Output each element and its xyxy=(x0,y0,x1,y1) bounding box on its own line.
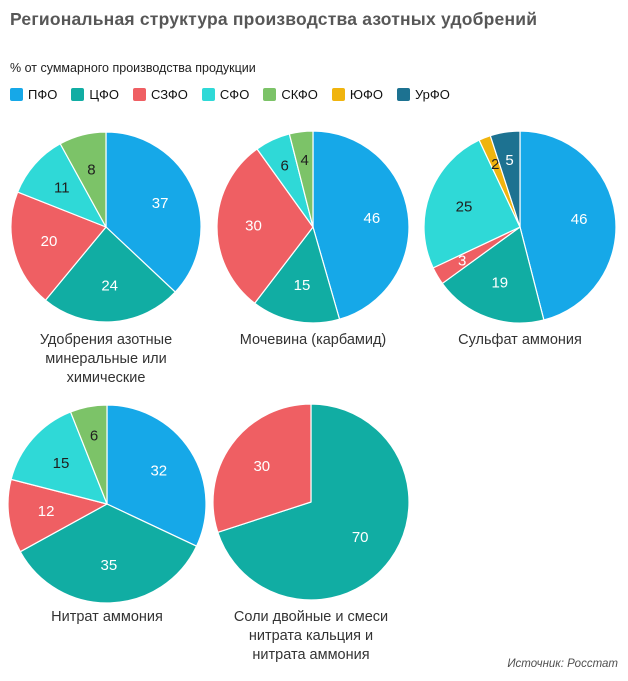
pie-caption-line: химические xyxy=(66,370,146,387)
slice-value-label: 30 xyxy=(253,458,270,475)
page-title: Региональная структура производства азот… xyxy=(10,9,538,29)
slice-value-label: 4 xyxy=(301,152,309,169)
pie-svg: 46 15 30 6 4 xyxy=(216,130,410,324)
legend-swatch xyxy=(396,88,410,101)
pie-caption: Соли двойные и смеси нитрата кальция и нит… xyxy=(196,608,426,665)
pie-svg: 32 35 12 15 6 xyxy=(7,404,207,604)
slice-value-label: 3 xyxy=(458,253,466,270)
legend-item-ЦФО: ЦФО xyxy=(71,87,119,102)
legend-item-СКФО: СКФО xyxy=(263,87,318,102)
pie-chart-1: 37 24 20 11 8 xyxy=(10,131,202,327)
pie-slice-СФО xyxy=(423,139,521,269)
pie-caption-line: Нитрат аммония xyxy=(51,609,163,625)
legend-swatch xyxy=(263,88,277,101)
legend-label: ЮФО xyxy=(349,87,383,102)
pie-slice-СФО xyxy=(17,143,107,228)
pie-slice-ЦФО xyxy=(441,226,545,324)
pie-slice-ПФО xyxy=(106,404,207,547)
legend-item-СЗФО: СЗФО xyxy=(132,87,188,102)
pie-caption: Удобрения азотные минеральные или химическ… xyxy=(0,331,221,388)
chart-subtitle: % от суммарного производства продукции xyxy=(10,61,256,75)
pie-slice-ЦФО xyxy=(44,226,176,323)
legend-label: ПФО xyxy=(28,87,58,102)
pie-caption: Мочевина (карбамид) xyxy=(198,331,428,350)
pie-slice-СКФО xyxy=(69,404,108,505)
pie-slice-СЗФО xyxy=(216,148,314,304)
slice-value-label: 25 xyxy=(456,198,473,215)
pie-chart-2: 46 15 30 6 4 xyxy=(216,130,410,328)
slice-value-label: 24 xyxy=(101,277,118,294)
slice-value-label: 32 xyxy=(150,463,167,480)
slice-value-label: 30 xyxy=(245,218,262,235)
legend-swatch xyxy=(10,88,23,101)
slice-value-label: 2 xyxy=(491,156,499,173)
pie-slice-СЗФО xyxy=(10,191,107,301)
slice-value-label: 6 xyxy=(90,427,98,444)
pie-caption: Сульфат аммония xyxy=(405,331,628,350)
pie-caption-line: нитрата кальция и xyxy=(248,628,374,645)
pie-slice-ПФО xyxy=(519,130,617,321)
slice-value-label: 70 xyxy=(352,529,369,546)
legend: ПФО ЦФО СЗФО СФО СКФО ЮФО УрФО xyxy=(10,87,450,102)
pie-caption-line: минеральные или xyxy=(45,351,167,368)
pie-slice-СЗФО xyxy=(212,403,312,533)
slice-value-label: 5 xyxy=(505,152,513,169)
pie-caption-line: Сульфат аммония xyxy=(458,332,582,348)
slice-value-label: 37 xyxy=(152,195,169,212)
pie-slice-ПФО xyxy=(312,130,410,320)
source-note: Источник: Росстат xyxy=(507,658,618,670)
slice-value-label: 8 xyxy=(87,162,95,179)
pie-caption-line: Соли двойные и смеси xyxy=(233,609,389,625)
pie-caption-line: Мочевина (карбамид) xyxy=(239,332,387,348)
legend-label: ЦФО xyxy=(89,87,119,102)
pie-slice-ЦФО xyxy=(217,403,410,601)
legend-item-СФО: СФО xyxy=(201,87,250,102)
pie-chart-4: 32 35 12 15 6 xyxy=(7,404,207,608)
pie-slice-ПФО xyxy=(105,131,202,293)
pie-slice-СФО xyxy=(10,411,108,505)
pie-chart-3: 46 19 3 25 2 5 xyxy=(423,130,617,328)
pie-svg: 46 19 3 25 2 5 xyxy=(423,130,617,324)
legend-swatch xyxy=(331,88,345,101)
legend-item-УрФО: УрФО xyxy=(396,87,450,102)
slice-value-label: 19 xyxy=(491,275,508,292)
legend-swatch xyxy=(201,88,215,101)
pie-caption-line: Удобрения азотные xyxy=(39,332,173,348)
slice-value-label: 12 xyxy=(38,503,55,520)
pie-slice-СКФО xyxy=(59,131,107,228)
slice-value-label: 11 xyxy=(54,180,70,197)
legend-label: СЗФО xyxy=(150,87,188,102)
pie-caption: Нитрат аммония xyxy=(0,608,222,627)
slice-value-label: 46 xyxy=(571,211,588,228)
legend-label: СКФО xyxy=(281,87,318,102)
pie-slice-СКФО xyxy=(288,130,314,228)
legend-swatch xyxy=(132,88,146,101)
pie-slice-ЦФО xyxy=(19,503,198,604)
legend-swatch xyxy=(71,88,85,101)
slice-value-label: 6 xyxy=(281,158,289,175)
pie-caption-line: нитрата аммония xyxy=(252,647,370,664)
slice-value-label: 20 xyxy=(41,233,58,250)
pie-svg: 70 30 xyxy=(212,403,410,601)
slice-value-label: 15 xyxy=(294,277,311,294)
legend-label: СФО xyxy=(219,87,250,102)
pie-slice-СЗФО xyxy=(7,478,108,553)
slice-value-label: 35 xyxy=(101,557,118,574)
pie-svg: 37 24 20 11 8 xyxy=(10,131,202,323)
legend-item-ЮФО: ЮФО xyxy=(331,87,383,102)
slice-value-label: 15 xyxy=(53,455,70,472)
legend-item-ПФО: ПФО xyxy=(10,87,57,102)
pie-chart-5: 70 30 xyxy=(212,403,410,605)
pie-slice-УрФО xyxy=(489,130,521,228)
slice-value-label: 46 xyxy=(364,210,381,227)
legend-label: УрФО xyxy=(414,87,450,102)
pie-slice-ЦФО xyxy=(254,226,341,324)
